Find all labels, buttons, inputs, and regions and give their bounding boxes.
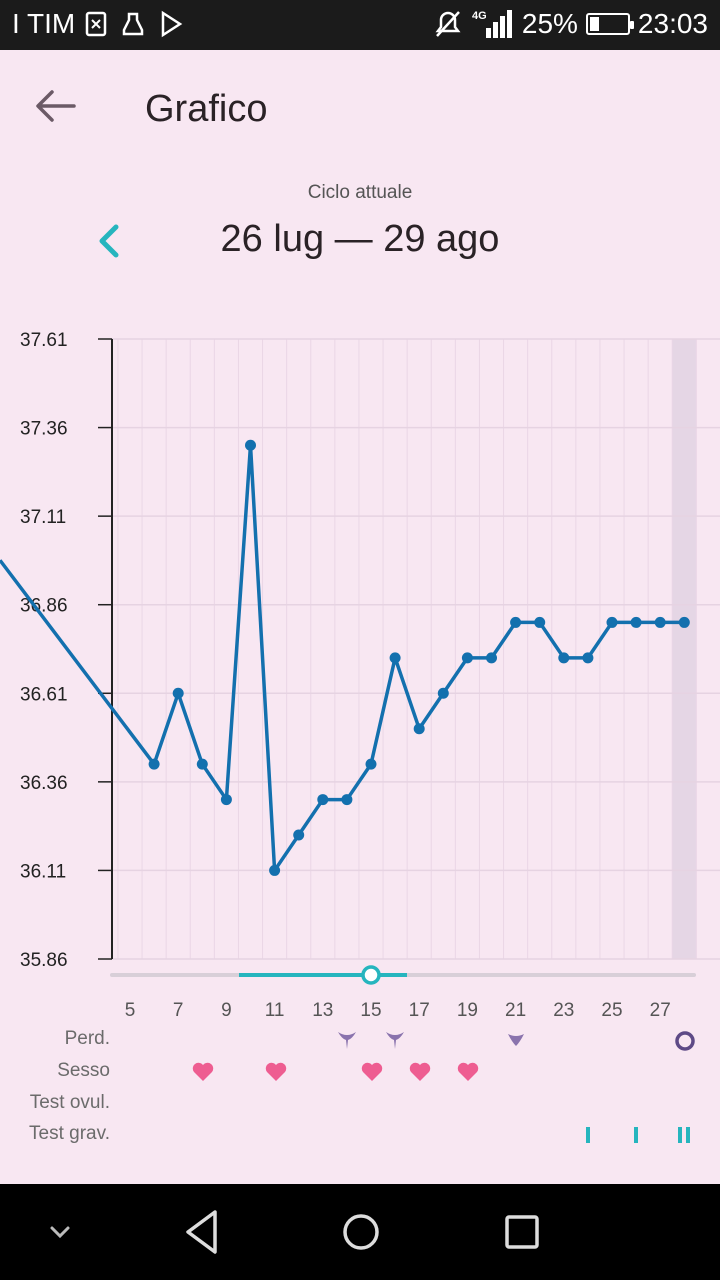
previous-cycle-chevron-icon[interactable] [92,221,132,261]
temperature-chart[interactable]: 37.6137.3637.1136.8636.6136.3636.1135.86… [0,320,720,1040]
double-bar-icon[interactable] [673,1124,695,1151]
y-tick-label: 37.61 [20,330,68,351]
row-label: Sesso [57,1060,110,1081]
data-point [269,864,281,876]
x-tick-label: 25 [601,1000,622,1021]
x-tick-label: 19 [457,1000,478,1021]
x-tick-label: 7 [173,1000,184,1021]
sim-icon [85,11,107,37]
navigation-bar [0,1184,720,1280]
y-tick-label: 36.36 [20,773,68,794]
y-tick-label: 37.36 [20,419,68,440]
data-point [678,616,690,628]
drop-icon[interactable] [384,1029,406,1056]
mute-icon [435,11,461,37]
y-tick-label: 36.11 [20,861,66,882]
drop-small-icon[interactable] [505,1029,527,1056]
x-tick-label: 9 [221,1000,232,1021]
hide-nav-chevron-icon[interactable] [44,1218,76,1246]
battery-percent: 25% [521,8,578,39]
data-point [630,616,642,628]
data-point [413,723,425,735]
data-point [461,652,473,664]
data-point [172,687,184,699]
data-point [148,758,160,770]
chart-grid [112,338,720,960]
cycle-date-range: 26 lug — 29 ago [220,218,500,260]
day-scrubber[interactable] [110,965,696,985]
data-point [437,687,449,699]
temperature-series [0,439,690,876]
page-title: Grafico [145,88,268,130]
home-circle-icon[interactable] [340,1206,382,1258]
data-point [317,794,329,806]
x-tick-label: 13 [312,1000,333,1021]
x-tick-label: 23 [553,1000,574,1021]
recents-square-icon[interactable] [502,1206,542,1258]
data-point [245,439,256,451]
play-store-icon [161,10,183,38]
cleaner-icon [122,12,144,36]
x-tick-label: 21 [505,1000,526,1021]
data-point [510,616,522,628]
data-point [365,758,377,770]
status-bar: I TIM 4G 25% 23:03 [0,0,720,50]
status-right-group: 4G 25% 23:03 [434,8,708,40]
y-tick-label: 37.11 [20,507,66,528]
back-arrow-icon[interactable] [30,86,82,126]
carrier-label: I TIM [12,8,76,39]
back-triangle-icon[interactable] [182,1206,222,1258]
x-tick-label: 5 [125,1000,136,1021]
today-highlight-column [672,339,697,959]
status-left-icons [84,10,184,38]
y-tick-label: 36.61 [20,684,68,705]
ring-icon[interactable] [673,1029,697,1058]
data-point [341,794,353,806]
signal-icon: 4G [472,10,512,38]
data-point [558,652,570,664]
data-point [534,616,546,628]
clock: 23:03 [637,8,708,39]
cycle-subtitle: Ciclo attuale [307,182,413,203]
scrubber-handle [361,965,381,985]
data-point [654,616,666,628]
data-point [293,829,305,841]
data-point [220,794,232,806]
row-label: Test grav. [29,1123,110,1144]
data-point [486,652,497,664]
data-point [606,616,618,628]
heart-icon[interactable] [264,1061,288,1088]
y-tick-label: 35.86 [20,950,68,971]
heart-icon[interactable] [456,1061,480,1088]
app-bar: Grafico [0,50,720,162]
x-tick-label: 11 [265,1000,285,1021]
x-tick-label: 15 [360,1000,381,1021]
x-tick-label: 17 [409,1000,430,1021]
row-label: Test ovul. [29,1092,110,1113]
data-point [196,758,208,770]
bar-icon[interactable] [577,1124,599,1151]
temperature-line [0,443,685,873]
network-type-label: 4G [472,10,487,22]
heart-icon[interactable] [408,1061,432,1088]
drop-icon[interactable] [336,1029,358,1056]
heart-icon[interactable] [191,1061,215,1088]
data-point [582,652,594,664]
x-tick-label: 27 [650,1000,671,1021]
battery-icon [585,13,634,35]
data-point [389,652,401,664]
x-axis: 5 7 9 11 13 15 17 19 21 23 25 27 [125,1000,671,1021]
heart-icon[interactable] [360,1061,384,1088]
row-label: Perd. [64,1028,110,1049]
bar-icon[interactable] [625,1124,647,1151]
